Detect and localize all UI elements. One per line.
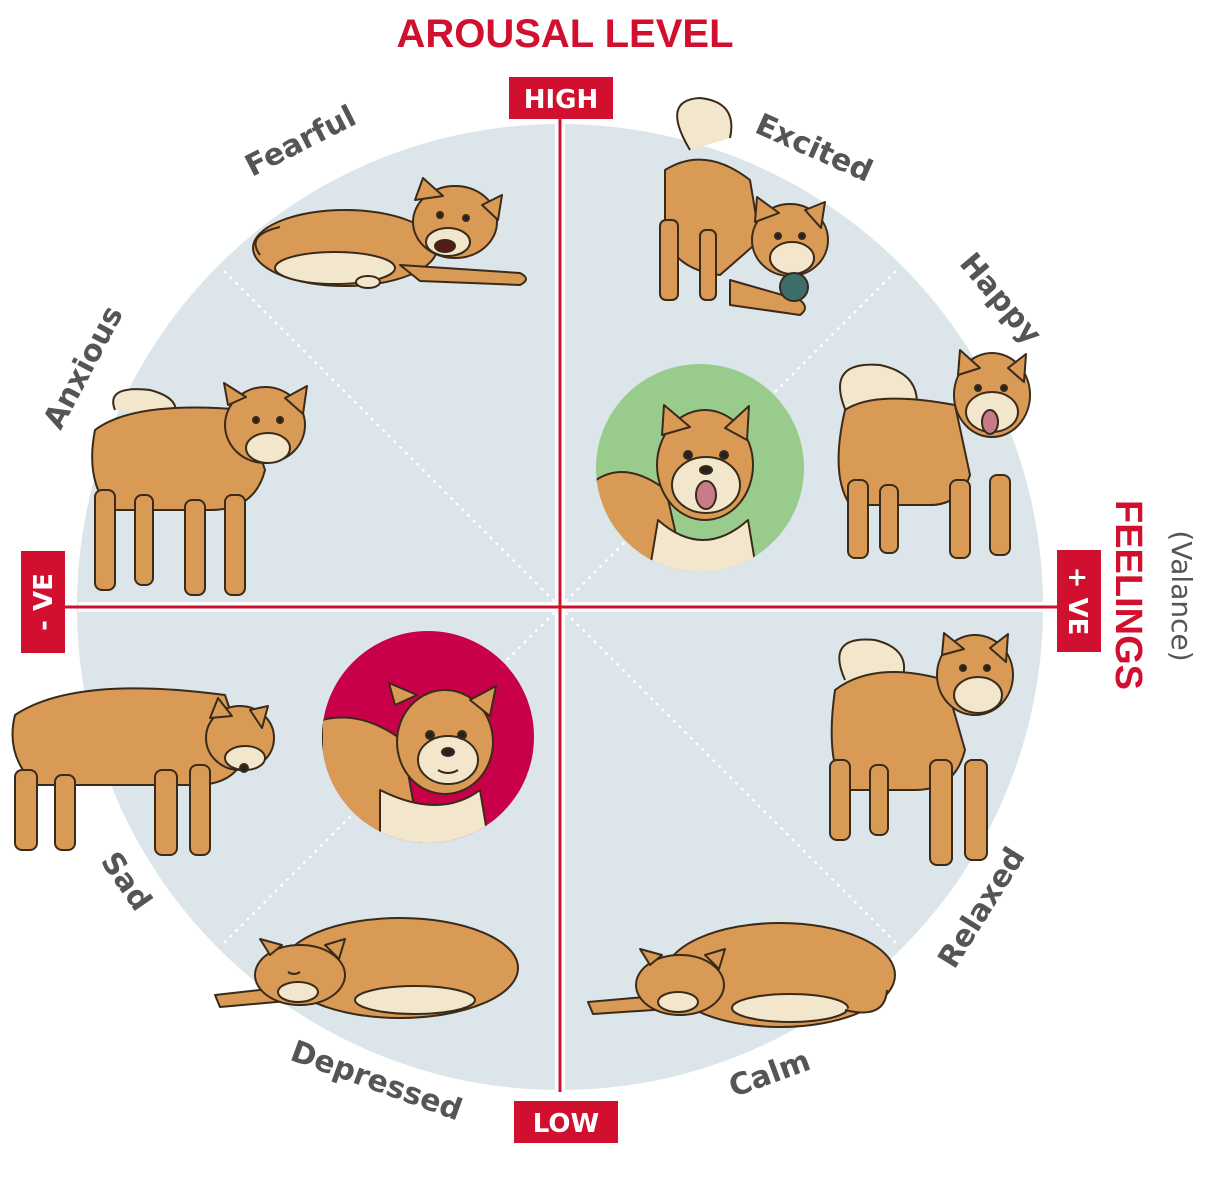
dog-sad-illustration [11, 687, 275, 856]
negative-label: - VE [29, 573, 59, 631]
dog-excited-illustration [659, 97, 829, 316]
low-label: LOW [533, 1109, 599, 1139]
dog-depressed-illustration [214, 917, 519, 1019]
emotion-label-fearful: Fearful [240, 99, 362, 184]
feelings-label: FEELINGS [1107, 500, 1149, 690]
valence-label: (Valance) [1165, 530, 1198, 661]
positive-label: + VE [1062, 567, 1092, 636]
dog-calm-illustration [587, 922, 896, 1028]
diagram-title: AROUSAL LEVEL [396, 12, 733, 56]
emotion-label-anxious: Anxious [37, 300, 131, 435]
emotion-label-happy: Happy [952, 246, 1048, 351]
dog-fearful-illustration [252, 177, 527, 289]
dog-anxious-illustration [91, 382, 308, 596]
high-badge: HIGH [509, 77, 613, 119]
dog-relaxed-illustration [829, 632, 1014, 866]
dog-happy-illustration [837, 349, 1031, 559]
axes [62, 115, 1058, 1092]
positive-badge: + VE [1057, 550, 1101, 652]
low-badge: LOW [514, 1101, 618, 1143]
high-label: HIGH [524, 85, 599, 115]
negative-badge: - VE [21, 551, 65, 653]
